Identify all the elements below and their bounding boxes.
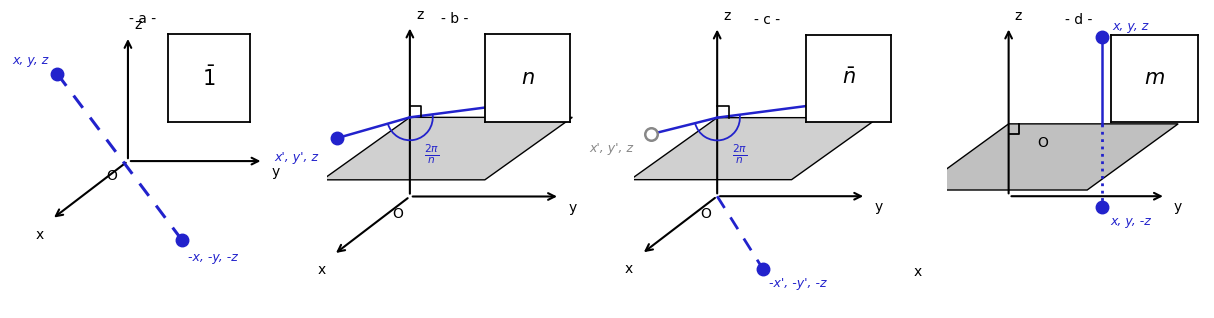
Text: y: y — [568, 201, 577, 215]
Text: $\frac{2\pi}{n}$: $\frac{2\pi}{n}$ — [732, 142, 747, 166]
Text: x, y, -z: x, y, -z — [1110, 215, 1151, 228]
Text: y: y — [1174, 200, 1182, 214]
Text: x: x — [317, 263, 325, 277]
Text: $\frac{2\pi}{n}$: $\frac{2\pi}{n}$ — [425, 142, 439, 166]
Text: x, y, z: x, y, z — [12, 54, 49, 67]
Polygon shape — [918, 124, 1178, 190]
Text: x', y', z: x', y', z — [589, 142, 632, 156]
Text: - c -: - c - — [754, 13, 779, 27]
Text: z: z — [416, 8, 424, 22]
Text: O: O — [393, 207, 403, 221]
Text: z: z — [1015, 9, 1022, 23]
Polygon shape — [323, 117, 572, 180]
Text: O: O — [107, 169, 118, 183]
Text: O: O — [1038, 136, 1049, 150]
Text: z: z — [135, 18, 142, 32]
Text: O: O — [700, 207, 711, 221]
Text: - d -: - d - — [1065, 13, 1093, 27]
Text: x: x — [625, 262, 634, 276]
Text: x: x — [35, 228, 44, 242]
Text: -x', -y', -z: -x', -y', -z — [768, 277, 827, 290]
Polygon shape — [630, 118, 879, 180]
Text: x, y, z: x, y, z — [818, 86, 855, 99]
Text: x, y, z: x, y, z — [512, 86, 549, 99]
Text: y: y — [272, 165, 280, 179]
Text: - b -: - b - — [441, 12, 469, 26]
Text: y: y — [874, 200, 883, 214]
Text: z: z — [724, 9, 731, 23]
Text: x: x — [913, 265, 921, 279]
Text: - a -: - a - — [129, 12, 157, 26]
Text: -x, -y, -z: -x, -y, -z — [188, 251, 238, 264]
Text: x', y', z: x', y', z — [274, 151, 318, 164]
Text: x, y, z: x, y, z — [1112, 20, 1148, 33]
